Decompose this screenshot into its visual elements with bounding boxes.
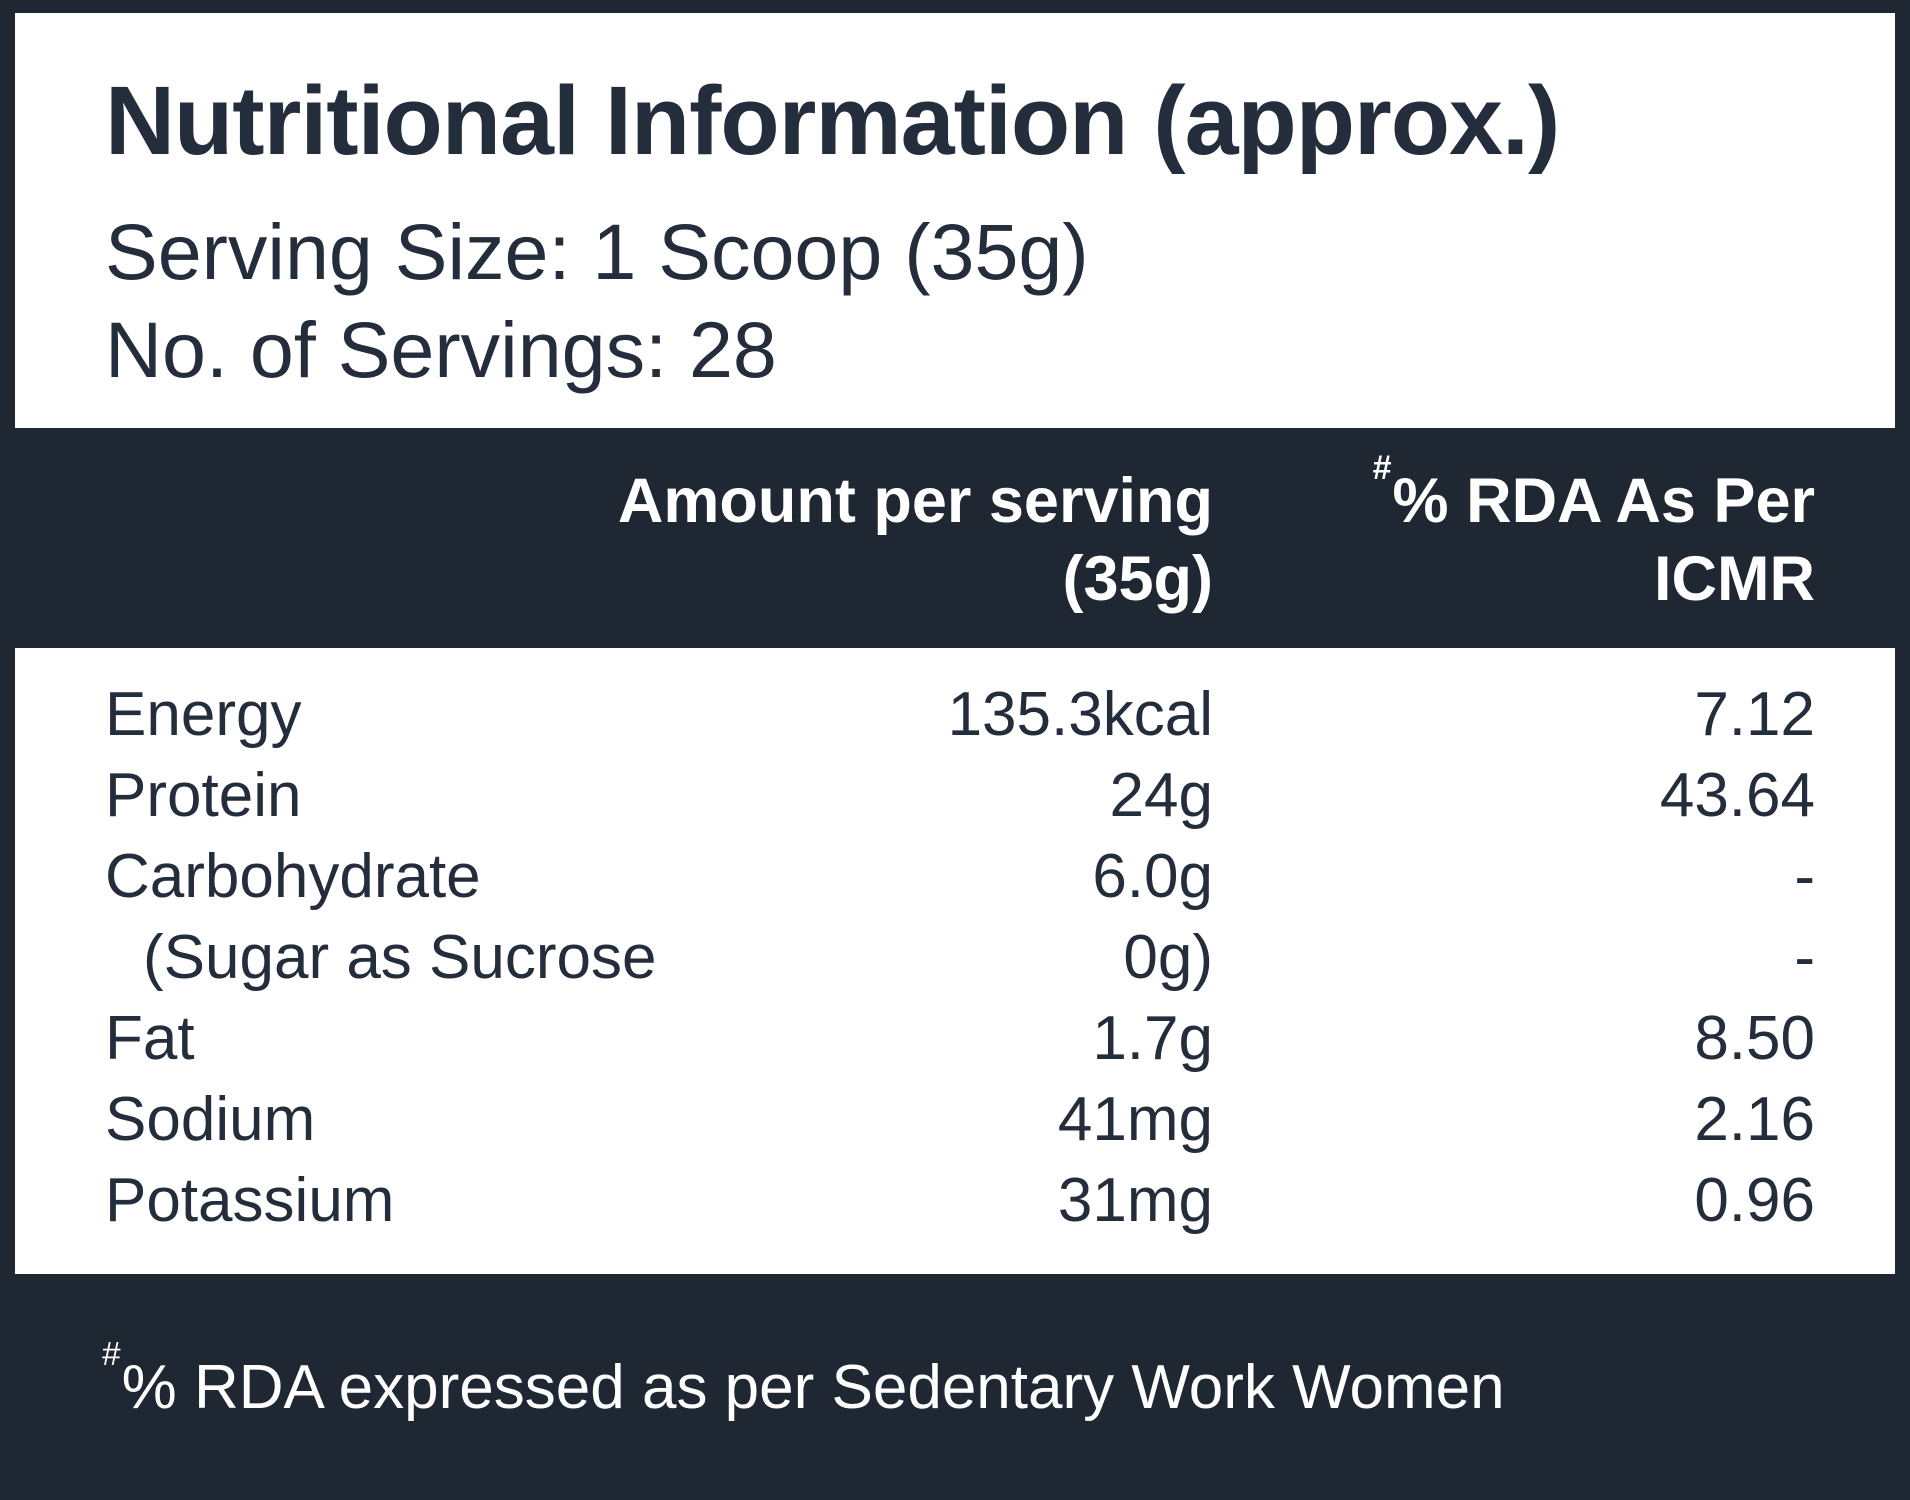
table-row: Carbohydrate 6.0g - — [105, 836, 1815, 917]
row-amount: 24g — [1109, 761, 1213, 830]
hash-superscript: # — [102, 1336, 122, 1374]
row-amount: 41mg — [1057, 1085, 1213, 1154]
table-row: Fat 1.7g 8.50 — [105, 998, 1815, 1079]
row-amount: 1.7g — [1092, 1004, 1213, 1073]
table-row: Energy 135.3kcal 7.12 — [105, 674, 1815, 755]
row-label: Sodium — [105, 1085, 316, 1154]
table-row: Potassium 31mg 0.96 — [105, 1160, 1815, 1241]
row-label: (Sugar as Sucrose — [143, 923, 657, 992]
row-rda-value: 43.64 — [1659, 761, 1815, 830]
serving-size-line: Serving Size: 1 Scoop (35g) — [105, 207, 1089, 296]
row-amount: 0g) — [1123, 923, 1213, 992]
row-rda-value: - — [1794, 842, 1815, 911]
row-amount: 31mg — [1057, 1166, 1213, 1235]
table-row: (Sugar as Sucrose 0g) - — [105, 917, 1815, 998]
row-amount: 6.0g — [1092, 842, 1213, 911]
row-label: Carbohydrate — [105, 842, 481, 911]
page-title: Nutritional Information (approx.) — [105, 66, 1560, 175]
column-header-amount: Amount per serving (35g) — [585, 462, 1213, 648]
row-rda-value: 0.96 — [1694, 1166, 1815, 1235]
row-rda-value: - — [1794, 923, 1815, 992]
table-row: Protein 24g 43.64 — [105, 755, 1815, 836]
footnote: #% RDA expressed as per Sedentary Work W… — [102, 1336, 1505, 1422]
row-rda-value: 8.50 — [1694, 1004, 1815, 1073]
column-header-rda-line1: #% RDA As Per — [1372, 448, 1815, 536]
row-rda-value: 7.12 — [1694, 680, 1815, 749]
column-header-rda: #% RDA As Per ICMR — [1213, 448, 1815, 648]
table-row: Sodium 41mg 2.16 — [105, 1079, 1815, 1160]
footnote-area: #% RDA expressed as per Sedentary Work W… — [0, 1274, 1910, 1500]
hash-superscript: # — [1372, 448, 1393, 487]
row-rda-value: 2.16 — [1694, 1085, 1815, 1154]
column-header-amount-line2: (35g) — [1062, 544, 1213, 614]
servings-count-line: No. of Servings: 28 — [105, 305, 777, 394]
column-header-amount-line1: Amount per serving — [617, 466, 1213, 536]
column-header-rda-line2: ICMR — [1654, 544, 1815, 614]
table-header-band: Amount per serving (35g) #% RDA As Per I… — [0, 428, 1910, 648]
row-label: Protein — [105, 761, 302, 830]
column-header-spacer — [105, 462, 585, 648]
row-amount: 135.3kcal — [947, 680, 1213, 749]
nutrition-table: Energy 135.3kcal 7.12 Protein 24g 43.64 Carboh… — [15, 648, 1895, 1274]
label-header-panel: Nutritional Information (approx.) Servin… — [15, 13, 1895, 428]
row-label: Potassium — [105, 1166, 395, 1235]
serving-info: Serving Size: 1 Scoop (35g) No. of Servi… — [105, 203, 1835, 399]
row-label: Fat — [105, 1004, 195, 1073]
row-label: Energy — [105, 680, 302, 749]
